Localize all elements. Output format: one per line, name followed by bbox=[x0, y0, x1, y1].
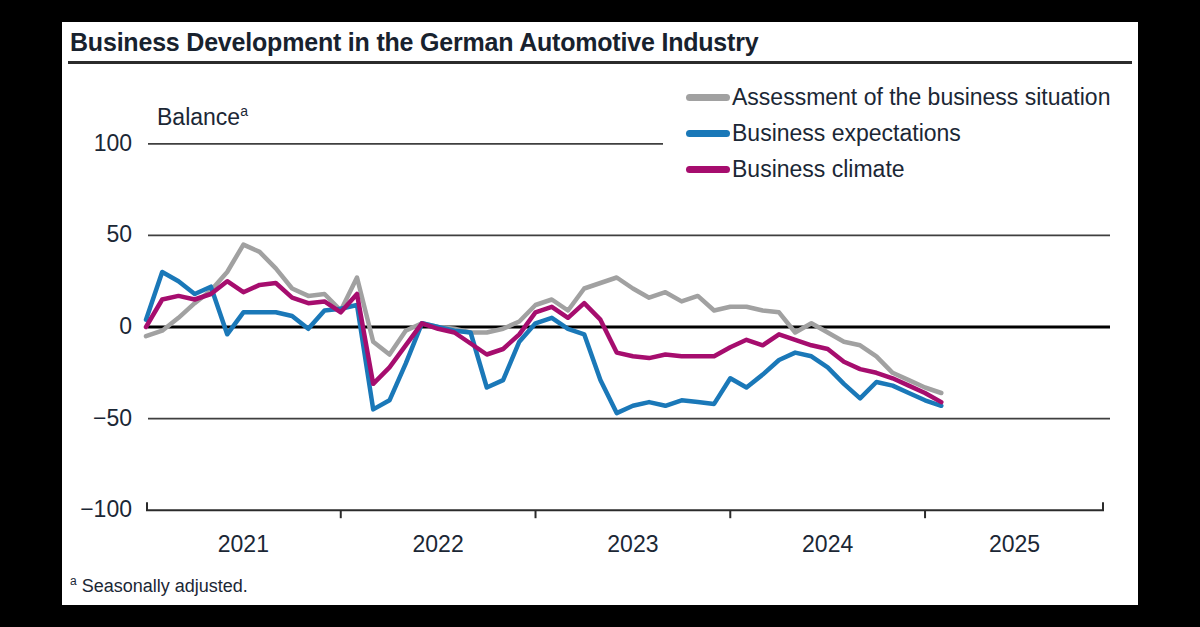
legend-label-assessment: Assessment of the business situation bbox=[732, 84, 1110, 111]
y-tick-label: −100 bbox=[60, 496, 132, 523]
series-lines bbox=[146, 245, 941, 414]
x-tick-label: 2024 bbox=[768, 531, 888, 558]
footnote: a Seasonally adjusted. bbox=[70, 574, 248, 597]
legend-row-expectations: Business expectations bbox=[686, 115, 1110, 151]
x-axis bbox=[146, 502, 1104, 518]
screenshot-stage: Business Development in the German Autom… bbox=[0, 0, 1200, 627]
y-tick-label: 0 bbox=[60, 313, 132, 340]
legend-row-assessment: Assessment of the business situation bbox=[686, 79, 1110, 115]
legend-swatch-gray-line-icon bbox=[686, 94, 730, 101]
legend-swatch-blue-line-icon bbox=[686, 130, 730, 137]
y-tick-label: −50 bbox=[60, 405, 132, 432]
series-line-2 bbox=[146, 281, 941, 402]
legend-label-expectations: Business expectations bbox=[732, 120, 961, 147]
legend-row-climate: Business climate bbox=[686, 151, 1110, 187]
x-tick-label: 2025 bbox=[955, 531, 1075, 558]
legend: Assessment of the business situation Bus… bbox=[686, 79, 1110, 187]
x-tick-label: 2021 bbox=[183, 531, 303, 558]
footnote-marker: a bbox=[70, 574, 77, 588]
legend-label-climate: Business climate bbox=[732, 156, 905, 183]
footnote-text: Seasonally adjusted. bbox=[82, 576, 248, 596]
x-tick-label: 2023 bbox=[573, 531, 693, 558]
series-line-1 bbox=[146, 272, 941, 413]
x-tick-label: 2022 bbox=[378, 531, 498, 558]
y-tick-label: 50 bbox=[60, 221, 132, 248]
legend-swatch-magenta-line-icon bbox=[686, 166, 730, 173]
y-tick-label: 100 bbox=[60, 130, 132, 157]
